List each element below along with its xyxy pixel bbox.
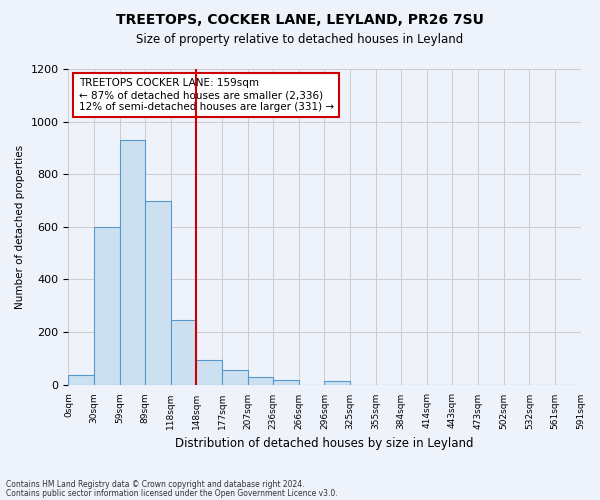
Bar	[94, 227, 119, 384]
Bar	[222, 370, 248, 384]
Bar	[119, 140, 145, 384]
Bar	[196, 360, 222, 384]
Text: Contains public sector information licensed under the Open Government Licence v3: Contains public sector information licen…	[6, 489, 338, 498]
Bar	[68, 376, 94, 384]
X-axis label: Distribution of detached houses by size in Leyland: Distribution of detached houses by size …	[175, 437, 474, 450]
Text: TREETOPS, COCKER LANE, LEYLAND, PR26 7SU: TREETOPS, COCKER LANE, LEYLAND, PR26 7SU	[116, 12, 484, 26]
Text: TREETOPS COCKER LANE: 159sqm
← 87% of detached houses are smaller (2,336)
12% of: TREETOPS COCKER LANE: 159sqm ← 87% of de…	[79, 78, 334, 112]
Text: Contains HM Land Registry data © Crown copyright and database right 2024.: Contains HM Land Registry data © Crown c…	[6, 480, 305, 489]
Text: Size of property relative to detached houses in Leyland: Size of property relative to detached ho…	[136, 32, 464, 46]
Bar	[325, 382, 350, 384]
Bar	[248, 377, 273, 384]
Bar	[145, 200, 171, 384]
Bar	[273, 380, 299, 384]
Y-axis label: Number of detached properties: Number of detached properties	[15, 145, 25, 309]
Bar	[171, 320, 196, 384]
